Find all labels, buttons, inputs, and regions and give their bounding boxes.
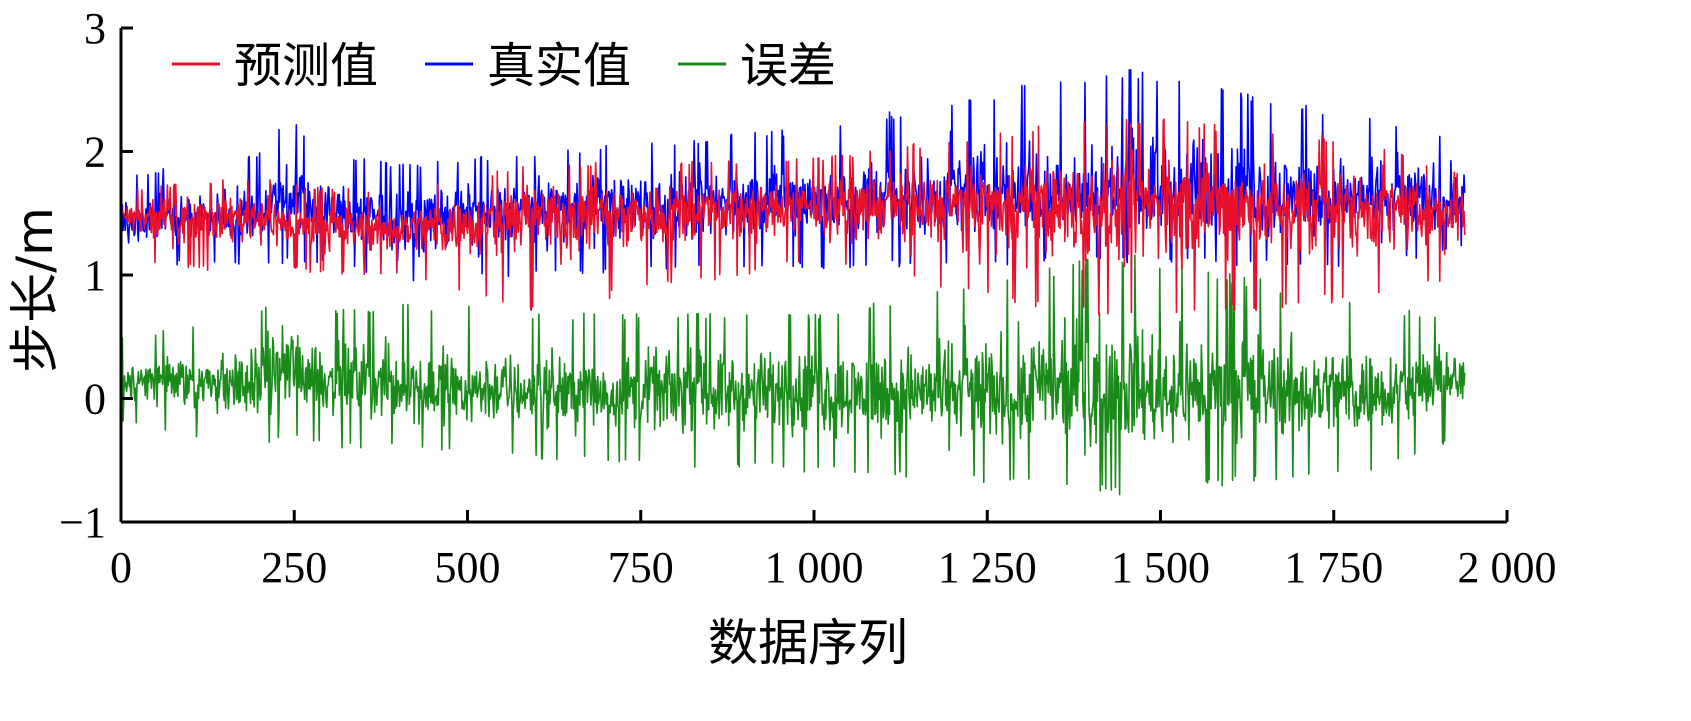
y-tick-label: 1 [84,251,106,300]
x-tick-label: 1 500 [1111,543,1210,592]
legend-label: 预测值 [234,38,378,94]
series-line [120,68,1466,282]
ticks: 0 250 500 750 1 000 1 250 1 500 1 750 2 000−1012… [59,4,1556,592]
x-tick-label: 1 250 [938,543,1037,592]
y-tick-label: 0 [84,375,106,424]
x-tick-label: 1 000 [765,543,864,592]
x-tick-label: 0 [110,543,132,592]
legend-label: 误差 [740,38,836,94]
x-axis-title: 数据序列 [708,614,908,672]
y-tick-label: 2 [84,128,106,177]
x-tick-label: 250 [261,543,327,592]
series-layer [120,68,1466,496]
y-axis-title: 步长/m [6,207,64,373]
legend: 预测值 真实值 误差 [172,38,836,94]
x-tick-label: 500 [435,543,501,592]
x-tick-label: 750 [608,543,674,592]
y-tick-label: −1 [59,498,106,547]
series-line [120,118,1466,316]
series-line [120,254,1466,496]
legend-label: 真实值 [487,38,631,94]
x-tick-label: 1 750 [1284,543,1383,592]
x-tick-label: 2 000 [1458,543,1557,592]
y-tick-label: 3 [84,4,106,53]
